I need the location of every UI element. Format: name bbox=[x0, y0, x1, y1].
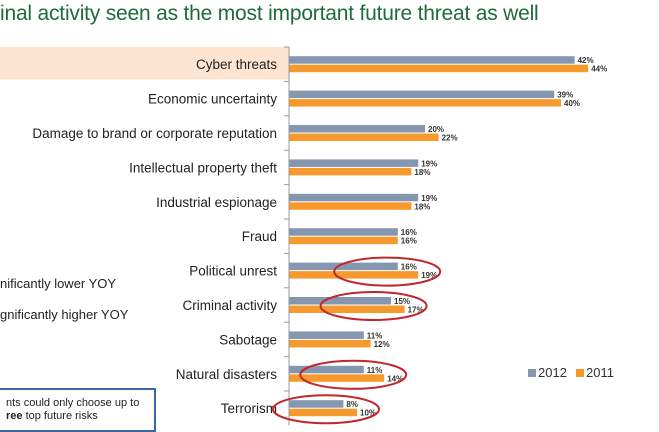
bar-2012-criminal-activity bbox=[289, 297, 391, 305]
category-label-intellectual-property-theft: Intellectual property theft bbox=[129, 160, 277, 175]
category-label-sabotage: Sabotage bbox=[219, 332, 277, 347]
chart-title: inal activity seen as the most important… bbox=[0, 2, 539, 25]
respondent-note-bold: ree bbox=[6, 410, 23, 422]
data-label-2012-fraud: 16% bbox=[401, 228, 417, 237]
respondent-note-line1: nts could only choose up to bbox=[6, 397, 140, 409]
bar-2012-natural-disasters bbox=[289, 365, 364, 374]
bar-2012-sabotage bbox=[289, 331, 364, 339]
data-label-2012-criminal-activity: 15% bbox=[394, 297, 410, 306]
circle-political-unrest bbox=[333, 256, 442, 287]
category-label-industrial-espionage: Industrial espionage bbox=[156, 195, 277, 210]
data-label-2011-fraud: 16% bbox=[401, 237, 417, 246]
category-label-damage-to-brand-or-corporate-reputation: Damage to brand or corporate reputation bbox=[32, 126, 277, 141]
data-label-2012-damage-to-brand-or-corporate-reputation: 20% bbox=[428, 125, 444, 134]
data-label-2011-natural-disasters: 14% bbox=[387, 374, 403, 383]
bar-2012-intellectual-property-theft bbox=[289, 159, 419, 167]
bar-2011-economic-uncertainty bbox=[289, 99, 561, 107]
bar-2011-sabotage bbox=[289, 339, 371, 348]
data-label-2011-political-unrest: 19% bbox=[421, 271, 437, 280]
legend-swatch-2012 bbox=[528, 369, 536, 377]
data-label-2011-economic-uncertainty: 40% bbox=[564, 99, 580, 108]
bar-2011-intellectual-property-theft bbox=[289, 167, 412, 176]
data-label-2012-industrial-espionage: 19% bbox=[421, 194, 437, 203]
circle-natural-disasters bbox=[299, 359, 408, 390]
data-label-2011-cyber-threats: 44% bbox=[591, 65, 607, 74]
bar-2012-political-unrest bbox=[289, 262, 398, 271]
data-label-2011-intellectual-property-theft: 18% bbox=[414, 168, 430, 177]
data-label-2011-damage-to-brand-or-corporate-reputation: 22% bbox=[442, 134, 458, 143]
bar-2012-damage-to-brand-or-corporate-reputation bbox=[289, 125, 425, 133]
note-higher-yoy: gnificantly higher YOY bbox=[0, 307, 129, 322]
bar-2012-terrorism bbox=[289, 400, 344, 408]
bar-2011-fraud bbox=[289, 236, 398, 245]
circle-criminal-activity bbox=[319, 291, 428, 321]
note-lower-yoy: nificantly lower YOY bbox=[0, 276, 117, 291]
data-label-2012-natural-disasters: 11% bbox=[367, 366, 383, 375]
highlight-band bbox=[0, 47, 289, 80]
bar-2012-economic-uncertainty bbox=[289, 90, 555, 99]
category-label-cyber-threats: Cyber threats bbox=[196, 57, 277, 72]
category-label-political-unrest: Political unrest bbox=[189, 264, 277, 279]
bar-2011-political-unrest bbox=[289, 271, 419, 279]
legend-label-2011: 2011 bbox=[586, 365, 614, 380]
data-label-2011-industrial-espionage: 18% bbox=[414, 202, 430, 211]
category-label-criminal-activity: Criminal activity bbox=[182, 298, 277, 313]
respondent-note-line2: top future risks bbox=[22, 410, 98, 422]
bar-2011-cyber-threats bbox=[289, 64, 589, 73]
data-label-2011-sabotage: 12% bbox=[374, 340, 390, 349]
respondent-note-box: nts could only choose up to ree top futu… bbox=[0, 388, 156, 432]
bar-2011-damage-to-brand-or-corporate-reputation bbox=[289, 133, 439, 141]
data-label-2011-terrorism: 10% bbox=[360, 409, 376, 418]
category-label-fraud: Fraud bbox=[242, 229, 277, 244]
bar-2012-fraud bbox=[289, 228, 398, 236]
bar-2012-industrial-espionage bbox=[289, 193, 419, 202]
data-label-2011-criminal-activity: 17% bbox=[408, 306, 424, 315]
category-label-natural-disasters: Natural disasters bbox=[176, 367, 278, 382]
bar-2011-criminal-activity bbox=[289, 305, 405, 313]
legend-swatch-2011 bbox=[576, 369, 584, 377]
category-label-terrorism: Terrorism bbox=[221, 401, 277, 416]
bar-2011-natural-disasters bbox=[289, 374, 385, 382]
circle-terrorism bbox=[272, 394, 380, 425]
data-label-2012-cyber-threats: 42% bbox=[578, 56, 594, 65]
data-label-2012-sabotage: 11% bbox=[367, 331, 383, 340]
data-label-2012-terrorism: 8% bbox=[346, 400, 358, 409]
category-label-economic-uncertainty: Economic uncertainty bbox=[148, 92, 277, 107]
data-label-2012-economic-uncertainty: 39% bbox=[557, 91, 573, 100]
bar-2011-industrial-espionage bbox=[289, 202, 412, 210]
data-label-2012-political-unrest: 16% bbox=[401, 263, 417, 272]
bar-2012-cyber-threats bbox=[289, 56, 575, 64]
bar-2011-terrorism bbox=[289, 408, 357, 417]
data-label-2012-intellectual-property-theft: 19% bbox=[421, 159, 437, 168]
legend-label-2012: 2012 bbox=[538, 365, 567, 380]
